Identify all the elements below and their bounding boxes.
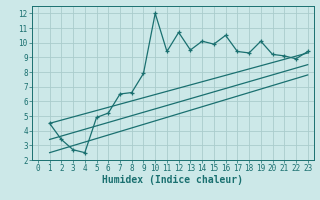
- X-axis label: Humidex (Indice chaleur): Humidex (Indice chaleur): [102, 175, 243, 185]
